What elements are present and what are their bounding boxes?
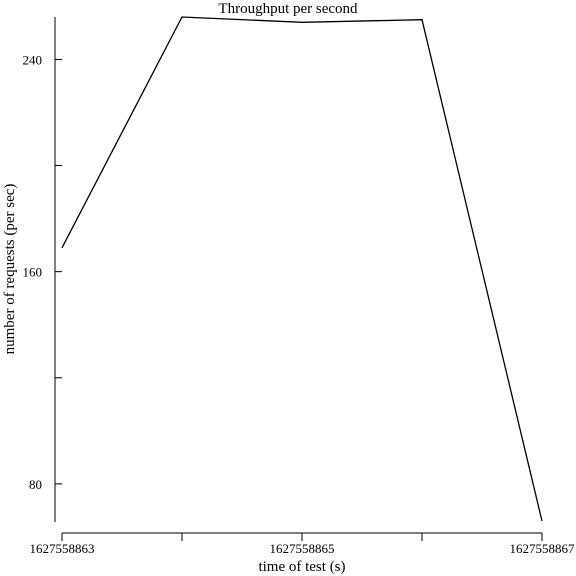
y-tick-label: 160 — [23, 265, 43, 280]
throughput-series-line — [61, 16, 543, 522]
y-tick-label: 80 — [29, 477, 42, 492]
x-axis-label: time of test (s) — [258, 559, 345, 575]
x-tick-label: 1627558863 — [30, 541, 95, 556]
y-tick-label: 240 — [23, 52, 43, 67]
chart-title: Throughput per second — [218, 1, 358, 17]
x-ticks: 1627558863 1627558865 1627558867 — [30, 533, 576, 556]
x-tick-label: 1627558867 — [510, 541, 576, 556]
y-ticks: 80 160 240 — [23, 52, 62, 492]
y-axis-label: number of requests (per sec) — [2, 184, 18, 355]
x-tick-label: 1627558865 — [270, 541, 335, 556]
